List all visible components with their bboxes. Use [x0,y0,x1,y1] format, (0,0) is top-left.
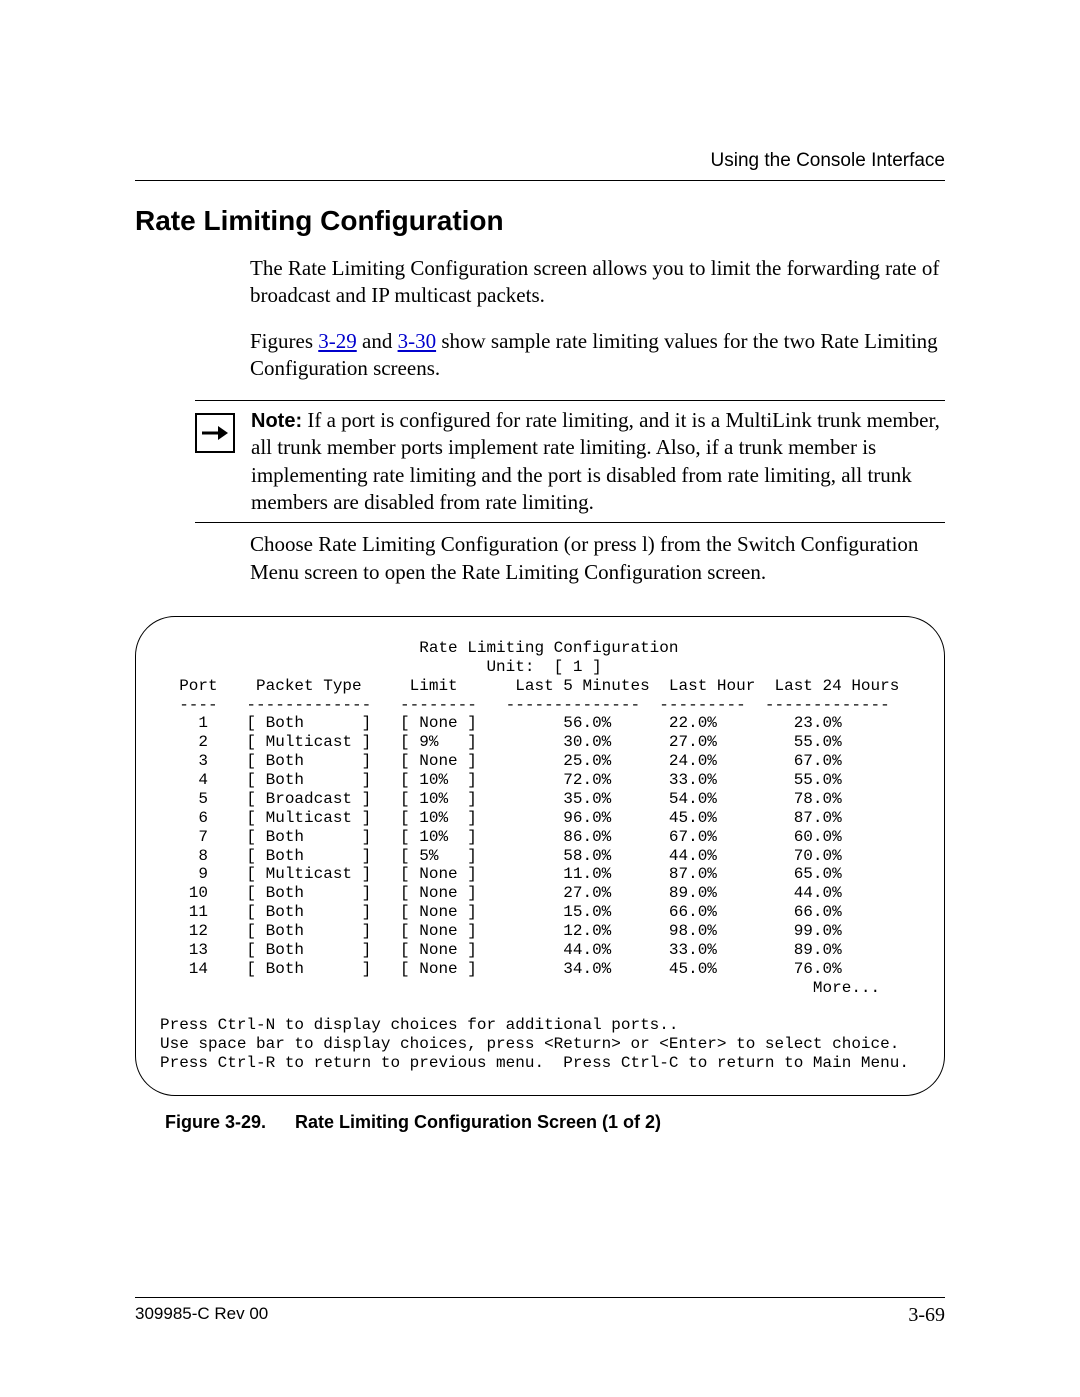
footer-rule [135,1297,945,1298]
terminal-screen: Rate Limiting Configuration Unit: [ 1 ] … [135,616,945,1096]
note-rule-bottom [195,522,945,523]
page-number: 3-69 [908,1304,945,1327]
intro-paragraph-1: The Rate Limiting Configuration screen a… [250,255,945,310]
para2-mid: and [357,329,398,353]
intro-paragraph-3: Choose Rate Limiting Configuration (or p… [250,531,945,586]
figure-link-3-29[interactable]: 3-29 [318,329,357,353]
terminal-text: Rate Limiting Configuration Unit: [ 1 ] … [160,639,920,1073]
top-rule [135,180,945,181]
running-head: Using the Console Interface [135,150,945,172]
section-title: Rate Limiting Configuration [135,205,945,237]
figure-link-3-30[interactable]: 3-30 [398,329,437,353]
figure-caption: Figure 3-29.Rate Limiting Configuration … [165,1112,945,1133]
note-text: Note: If a port is configured for rate l… [251,407,945,516]
intro-paragraph-2: Figures 3-29 and 3-30 show sample rate l… [250,328,945,383]
para2-pre: Figures [250,329,318,353]
doc-number: 309985-C Rev 00 [135,1304,268,1327]
page-footer: 309985-C Rev 00 3-69 [135,1297,945,1327]
figure-label: Figure 3-29. [165,1112,295,1133]
note-body: If a port is configured for rate limitin… [251,408,940,514]
note-label: Note: [251,410,302,432]
figure-title: Rate Limiting Configuration Screen (1 of… [295,1112,661,1132]
arrow-right-icon [195,413,235,453]
note-block: Note: If a port is configured for rate l… [195,400,945,523]
